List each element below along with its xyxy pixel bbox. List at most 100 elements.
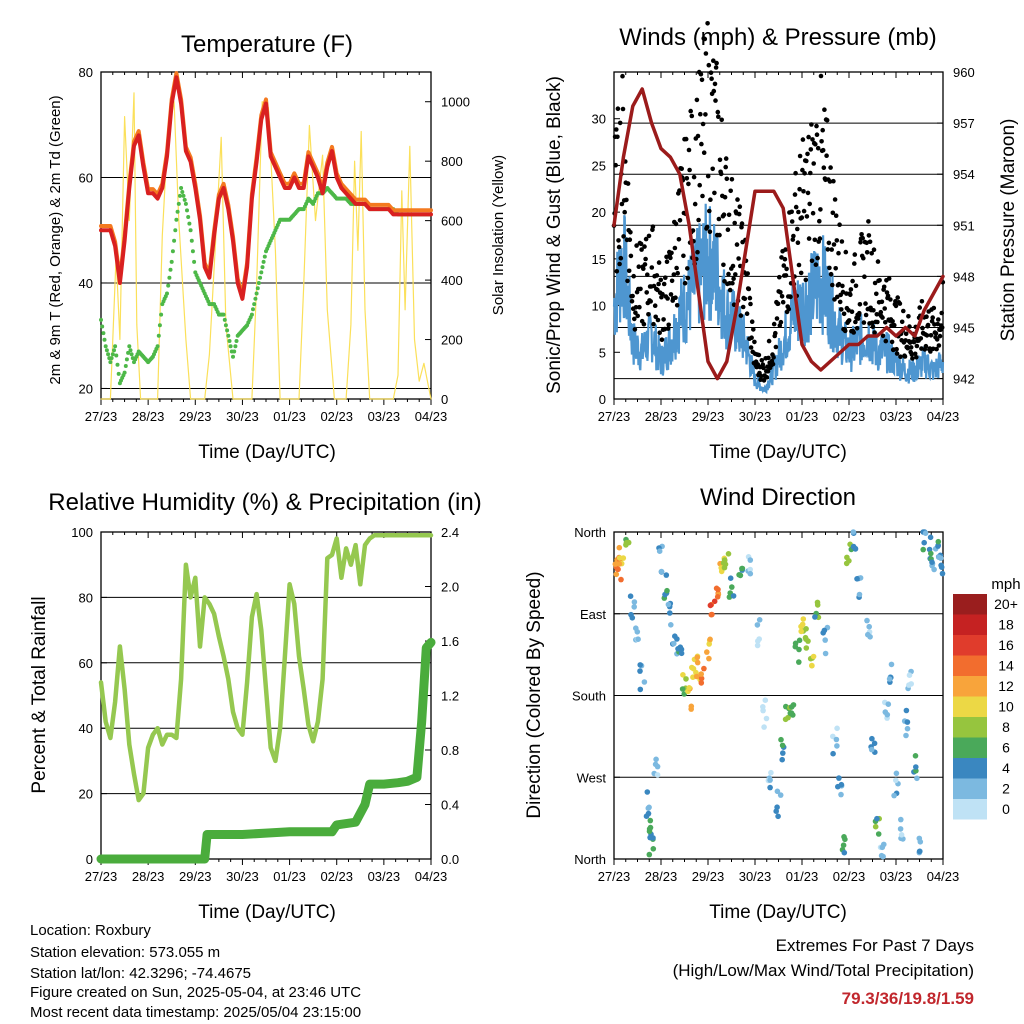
speed-legend-swatch	[953, 758, 987, 779]
gust-point	[809, 258, 815, 264]
gust-point	[882, 306, 887, 311]
gust-point	[924, 333, 930, 338]
direction-point	[796, 659, 802, 665]
gust-point	[894, 351, 900, 356]
gust-point	[641, 266, 646, 272]
gust-point	[628, 253, 634, 259]
dewpoint-point	[99, 317, 103, 322]
direction-point	[635, 636, 641, 642]
gust-point	[801, 189, 806, 194]
direction-point	[680, 672, 686, 678]
x-tick-label: 30/23	[226, 409, 259, 424]
gust-point	[746, 286, 752, 292]
direction-point	[688, 706, 694, 712]
gust-point	[842, 328, 848, 334]
direction-point	[799, 621, 806, 628]
direction-point	[785, 714, 791, 721]
speed-legend-label: 4	[1002, 760, 1010, 776]
gust-point	[669, 278, 675, 284]
dewpoint-point	[122, 370, 127, 375]
gust-point	[739, 221, 745, 226]
direction-point	[709, 611, 715, 618]
gust-point	[864, 250, 870, 255]
x-tick-label: 02/23	[320, 409, 353, 424]
y2-tick-label: 960	[953, 65, 975, 80]
direction-point	[886, 676, 893, 682]
gust-point	[669, 250, 674, 256]
gust-point	[818, 207, 823, 212]
direction-point	[841, 849, 848, 856]
direction-point	[778, 736, 784, 743]
direction-point	[665, 601, 672, 608]
gust-point	[674, 303, 680, 308]
direction-point	[623, 539, 630, 546]
humidity-xlabel: Time (Day/UTC)	[198, 902, 336, 923]
gust-point	[736, 211, 742, 217]
gust-point	[635, 313, 640, 319]
direction-point	[727, 575, 734, 581]
dewpoint-point	[104, 348, 109, 353]
dewpoint-point	[170, 249, 175, 254]
y-tick-label: 30	[592, 112, 606, 127]
gust-point	[778, 290, 783, 295]
gust-point	[851, 330, 856, 335]
gust-point	[637, 304, 642, 310]
gust-point	[820, 127, 825, 133]
direction-point	[822, 637, 828, 643]
gust-point	[620, 106, 626, 112]
gust-point	[699, 141, 704, 147]
gust-point	[660, 291, 665, 297]
gust-point	[800, 137, 806, 142]
direction-point	[641, 679, 648, 685]
direction-point	[884, 711, 891, 718]
direction-point	[679, 686, 686, 692]
gust-point	[735, 197, 740, 202]
direction-point	[693, 673, 700, 680]
speed-legend-label: 14	[998, 658, 1014, 674]
gust-point	[893, 303, 899, 309]
gust-point	[872, 330, 877, 335]
gust-point	[810, 210, 816, 216]
gust-point	[717, 157, 723, 163]
gust-point	[687, 167, 692, 173]
gust-point	[644, 290, 649, 295]
gust-point	[814, 123, 819, 129]
gust-point	[910, 356, 915, 361]
speed-legend-swatch	[953, 696, 987, 717]
direction-point	[850, 543, 857, 550]
gust-point	[765, 369, 771, 374]
direction-point	[637, 668, 643, 674]
gust-point	[616, 244, 622, 250]
direction-point	[668, 622, 674, 628]
direction-point	[874, 815, 880, 822]
speed-legend-swatch	[953, 778, 987, 799]
direction-point	[931, 566, 937, 573]
gust-point	[672, 245, 678, 251]
gust-point	[862, 274, 867, 280]
dewpoint-point	[261, 259, 266, 264]
gust-point	[638, 286, 643, 292]
gust-point	[708, 197, 713, 202]
direction-point	[838, 791, 844, 798]
gust-point	[723, 156, 729, 161]
gust-point	[817, 218, 822, 224]
direction-point	[755, 638, 761, 644]
speed-legend-label: 10	[998, 699, 1014, 715]
y2-tick-label: 1.2	[441, 689, 459, 704]
y2-tick-label: 948	[953, 269, 975, 284]
y2-tick-label: 2.0	[441, 580, 459, 595]
direction-point	[893, 770, 900, 777]
gust-point	[719, 117, 724, 123]
y2-tick-label: 800	[441, 154, 463, 169]
dewpoint-point	[192, 259, 197, 264]
gust-point	[805, 190, 811, 196]
gust-point	[676, 237, 682, 242]
x-tick-label: 28/23	[645, 869, 678, 884]
gust-point	[688, 108, 693, 114]
gust-point	[632, 316, 637, 322]
direction-point	[730, 593, 737, 599]
x-tick-label: 04/23	[927, 869, 960, 884]
info-elevation: Station elevation: 573.055 m	[30, 944, 221, 961]
gust-point	[781, 263, 787, 268]
dewpoint-point	[167, 275, 172, 280]
